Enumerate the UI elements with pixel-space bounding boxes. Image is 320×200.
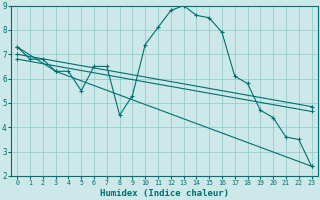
X-axis label: Humidex (Indice chaleur): Humidex (Indice chaleur) bbox=[100, 189, 229, 198]
